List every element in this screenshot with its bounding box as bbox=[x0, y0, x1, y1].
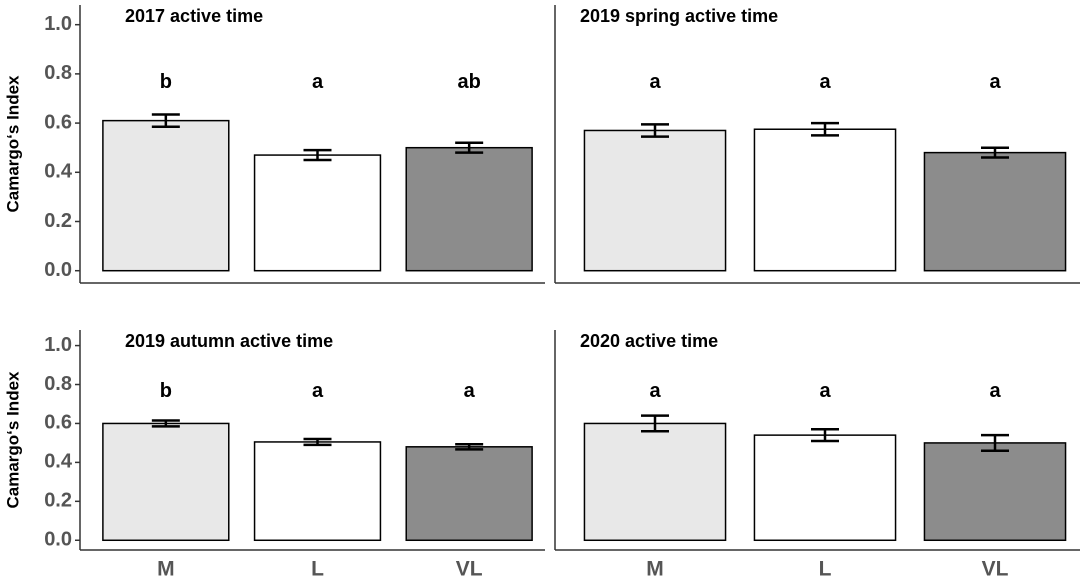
x-tick-label: M bbox=[157, 558, 175, 581]
y-tick-label: 0.8 bbox=[44, 373, 72, 395]
significance-letter: a bbox=[819, 71, 831, 93]
bar bbox=[405, 446, 533, 542]
significance-letter: a bbox=[649, 71, 661, 93]
x-tick-label: M bbox=[646, 558, 664, 581]
y-tick-label: 0.0 bbox=[44, 259, 72, 281]
x-tick-label: VL bbox=[456, 558, 483, 581]
bar bbox=[923, 151, 1067, 272]
bar bbox=[102, 119, 230, 272]
significance-letter: a bbox=[989, 380, 1001, 402]
significance-letter: a bbox=[649, 380, 661, 402]
significance-letter: a bbox=[464, 380, 476, 402]
y-tick-label: 0.8 bbox=[44, 62, 72, 84]
bar bbox=[253, 441, 382, 542]
significance-letter: a bbox=[989, 71, 1001, 93]
panel-title: 2020 active time bbox=[580, 331, 718, 351]
bar bbox=[405, 146, 533, 272]
y-axis-label: Camargo‘s Index bbox=[3, 371, 22, 509]
bar bbox=[253, 154, 382, 272]
y-tick-label: 0.6 bbox=[44, 412, 72, 434]
panel-title: 2019 autumn active time bbox=[125, 331, 333, 351]
significance-letter: a bbox=[819, 380, 831, 402]
significance-letter: ab bbox=[457, 71, 480, 93]
significance-letter: a bbox=[312, 71, 324, 93]
bar bbox=[753, 128, 897, 272]
significance-letter: b bbox=[160, 71, 172, 93]
bar bbox=[923, 442, 1067, 542]
x-tick-label: L bbox=[819, 558, 832, 581]
x-tick-label: VL bbox=[982, 558, 1009, 581]
significance-letter: a bbox=[312, 380, 324, 402]
y-tick-label: 0.2 bbox=[44, 210, 72, 232]
y-tick-label: 0.6 bbox=[44, 111, 72, 133]
y-tick-label: 0.0 bbox=[44, 529, 72, 551]
y-tick-label: 0.2 bbox=[44, 490, 72, 512]
bar bbox=[583, 422, 727, 542]
y-axis-label: Camargo‘s Index bbox=[3, 75, 22, 213]
y-tick-label: 0.4 bbox=[44, 451, 73, 473]
bar bbox=[102, 422, 230, 542]
bar bbox=[583, 129, 727, 272]
x-tick-label: L bbox=[311, 558, 324, 581]
y-tick-label: 1.0 bbox=[44, 13, 72, 35]
y-tick-label: 1.0 bbox=[44, 334, 72, 356]
bar bbox=[753, 434, 897, 542]
significance-letter: b bbox=[160, 380, 172, 402]
y-tick-label: 0.4 bbox=[44, 161, 73, 183]
panel-title: 2017 active time bbox=[125, 6, 263, 26]
panel-title: 2019 spring active time bbox=[580, 6, 778, 26]
